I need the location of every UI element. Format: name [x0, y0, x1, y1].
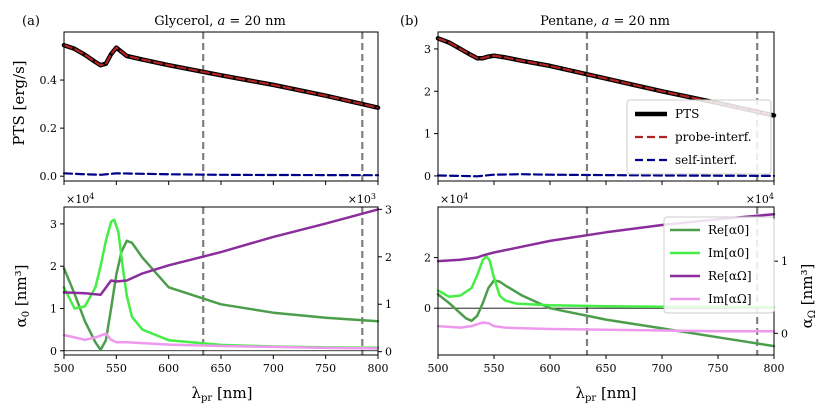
a-top-series-self-interf [62, 172, 380, 177]
multiplier-a-left: ×104 [66, 192, 94, 206]
a-bottom-ytick-label-0: 0 [50, 345, 57, 358]
a-top-ytick-label-2: 0.4 [40, 74, 58, 87]
legend-alpha-box [663, 216, 775, 314]
b-top-ytick-label-3: 3 [424, 43, 431, 56]
a-bottom-xtick-label-5: 750 [315, 362, 336, 375]
b-top-series-probe-interf [436, 37, 776, 117]
a-bottom-series-re-alphaomega [62, 208, 380, 297]
b-bottom-xtick-label-6: 800 [764, 362, 785, 375]
a-bottom-xtick-label-1: 550 [106, 362, 127, 375]
b-bottom-xtick-label-2: 600 [540, 362, 561, 375]
panel-label-a: (a) [22, 14, 40, 29]
legend-pts-label-probe-interf: probe-interf. [675, 130, 752, 144]
a-bottom-ytick-label-2: 2 [50, 260, 57, 273]
b-bottom-ytick-right-label-1: 1 [781, 255, 788, 268]
multiplier-b-left: ×104 [440, 192, 468, 206]
multiplier-a-right: ×103 [348, 192, 376, 206]
b-bottom-series-im-alphaomega [436, 321, 776, 333]
a-bottom-xtick-label-6: 800 [368, 362, 389, 375]
b-top-series-self-interf [436, 173, 776, 178]
a-top-ytick-label-1: 0.2 [40, 122, 58, 135]
ylabel-alphaOmega: αΩ [nm³] [798, 264, 818, 329]
plot-area: 0.0 0.2 0.4 0 1 2 3 0 1 2 3 0 1 2 3 500 550 600 650 700 750 8… [40, 31, 788, 375]
legend-pts-label-pts: PTS [675, 107, 699, 121]
b-bottom-xtick-label-5: 750 [708, 362, 729, 375]
b-top-ytick-label-2: 2 [424, 85, 431, 98]
b-bottom-ytick-label-1: 2 [424, 252, 431, 265]
a-bottom-xtick-label-2: 600 [158, 362, 179, 375]
legend-pts-box [626, 99, 772, 175]
title-b: Pentane, a = 20 nm [540, 14, 670, 29]
xlabel-a: λpr [nm] [191, 384, 252, 404]
a-bottom-xtick-label-0: 500 [54, 362, 75, 375]
a-top-series-probe-interf [62, 44, 380, 109]
b-bottom-xtick-label-1: 550 [484, 362, 505, 375]
a-bottom-ytick-label-3: 3 [50, 218, 57, 231]
b-top-ytick-label-0: 0 [424, 170, 431, 183]
b-bottom-xtick-label-3: 650 [596, 362, 617, 375]
legend-pts-label-self-interf: self-interf. [675, 153, 737, 167]
multiplier-b-right: ×104 [746, 192, 774, 206]
a-bottom-ytick-right-label-3: 3 [385, 203, 392, 216]
b-bottom-series-im-alpha0 [436, 255, 776, 309]
b-bottom-xtick-label-4: 700 [652, 362, 673, 375]
a-bottom-ytick-right-label-1: 1 [385, 298, 392, 311]
legend-alpha-label-im-alphaomega: Im[αΩ] [708, 292, 752, 306]
a-bottom-series-im-alphaomega [62, 332, 380, 350]
panel-label-b: (b) [400, 14, 418, 29]
a-bottom-ytick-right-label-2: 2 [385, 251, 392, 264]
legend-alpha-label-re-alphaomega: Re[αΩ] [708, 269, 752, 283]
a-bottom-xtick-label-4: 700 [263, 362, 284, 375]
a-top-ytick-label-0: 0.0 [40, 170, 58, 183]
ylabel-alpha0: α0 [nm³] [12, 265, 32, 328]
a-bottom-ytick-right-label-0: 0 [385, 346, 392, 359]
legend-alpha-label-re-alpha0: Re[α0] [708, 223, 749, 237]
b-bottom-ytick-right-label-0: 0 [781, 327, 788, 340]
a-bottom-xtick-label-3: 650 [211, 362, 232, 375]
title-a: Glycerol, a = 20 nm [154, 14, 286, 29]
b-bottom-ytick-label-0: 0 [424, 302, 431, 315]
legend-alpha-label-im-alpha0: Im[α0] [708, 246, 749, 260]
ylabel-pts: PTS [erg/s] [10, 60, 28, 145]
a-bottom-ytick-label-1: 1 [50, 302, 57, 315]
b-bottom-xtick-label-0: 500 [428, 362, 449, 375]
xlabel-b: λpr [nm] [575, 384, 636, 404]
b-top-ytick-label-1: 1 [424, 128, 431, 141]
